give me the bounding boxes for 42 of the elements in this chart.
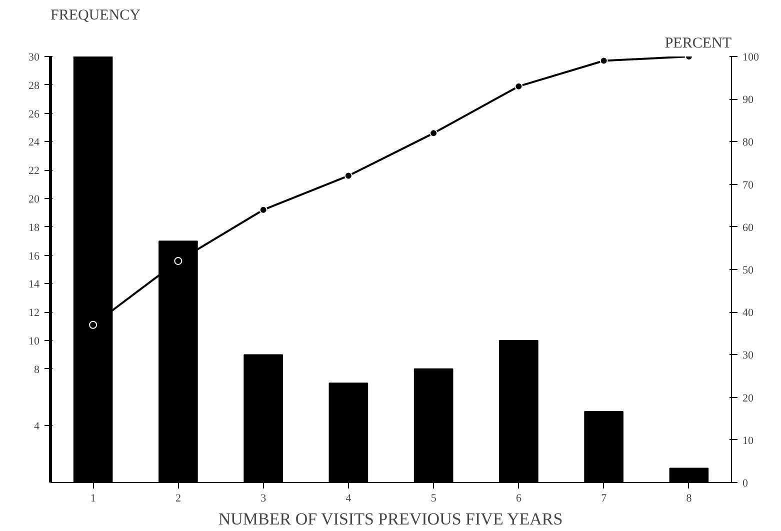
y-tick-label: 30	[28, 52, 40, 64]
point	[514, 82, 523, 90]
y2-tick-label: 10	[742, 434, 754, 447]
y-tick-label: 10	[28, 336, 40, 348]
y-tick-label: 24	[28, 136, 40, 149]
y2-tick-label: 80	[742, 136, 754, 149]
y2-tick-label: 60	[742, 222, 754, 234]
y-tick-label: 8	[34, 364, 40, 376]
y-tick-label: 22	[28, 165, 40, 178]
y-axis-title: FREQUENCY	[50, 8, 141, 24]
y-tick-label: 12	[28, 307, 40, 320]
point	[600, 56, 608, 65]
point	[174, 256, 182, 265]
y-tick-label: 14	[28, 278, 40, 291]
point	[344, 172, 352, 180]
x-tick-label: 5	[430, 492, 437, 504]
x-tick-label: 6	[516, 492, 522, 504]
y-tick-label: 26	[28, 108, 40, 120]
y-tick-label: 18	[28, 222, 40, 234]
y-tick-label: 28	[28, 80, 40, 92]
y2-tick-label: 50	[742, 264, 754, 276]
y2-tick-label: 30	[742, 350, 754, 362]
y2-tick-label: 40	[742, 307, 754, 320]
y2-tick-label: 70	[742, 179, 754, 192]
x-tick-label: 3	[260, 492, 267, 504]
point	[430, 129, 438, 138]
point	[89, 320, 98, 329]
x-tick-label: 2	[175, 492, 181, 504]
x-tick-label: 8	[686, 492, 692, 504]
x-tick-label: 4	[346, 492, 352, 504]
x-tick-label: 1	[90, 492, 96, 504]
y2-tick-label: 90	[742, 94, 754, 106]
y2-tick-label: 100	[742, 52, 760, 64]
y-tick-label: 4	[34, 420, 40, 433]
x-axis-title: NUMBER OF VISITS PREVIOUS FIVE YEARS	[218, 510, 563, 528]
point	[259, 206, 268, 214]
y2-tick-label: 0	[742, 478, 748, 490]
y-tick-label: 16	[28, 250, 40, 262]
y-tick-label: 20	[28, 194, 40, 206]
x-tick-label: 7	[601, 492, 608, 504]
y2-axis-title: PERCENT	[664, 36, 732, 52]
y2-tick-label: 20	[742, 392, 754, 404]
